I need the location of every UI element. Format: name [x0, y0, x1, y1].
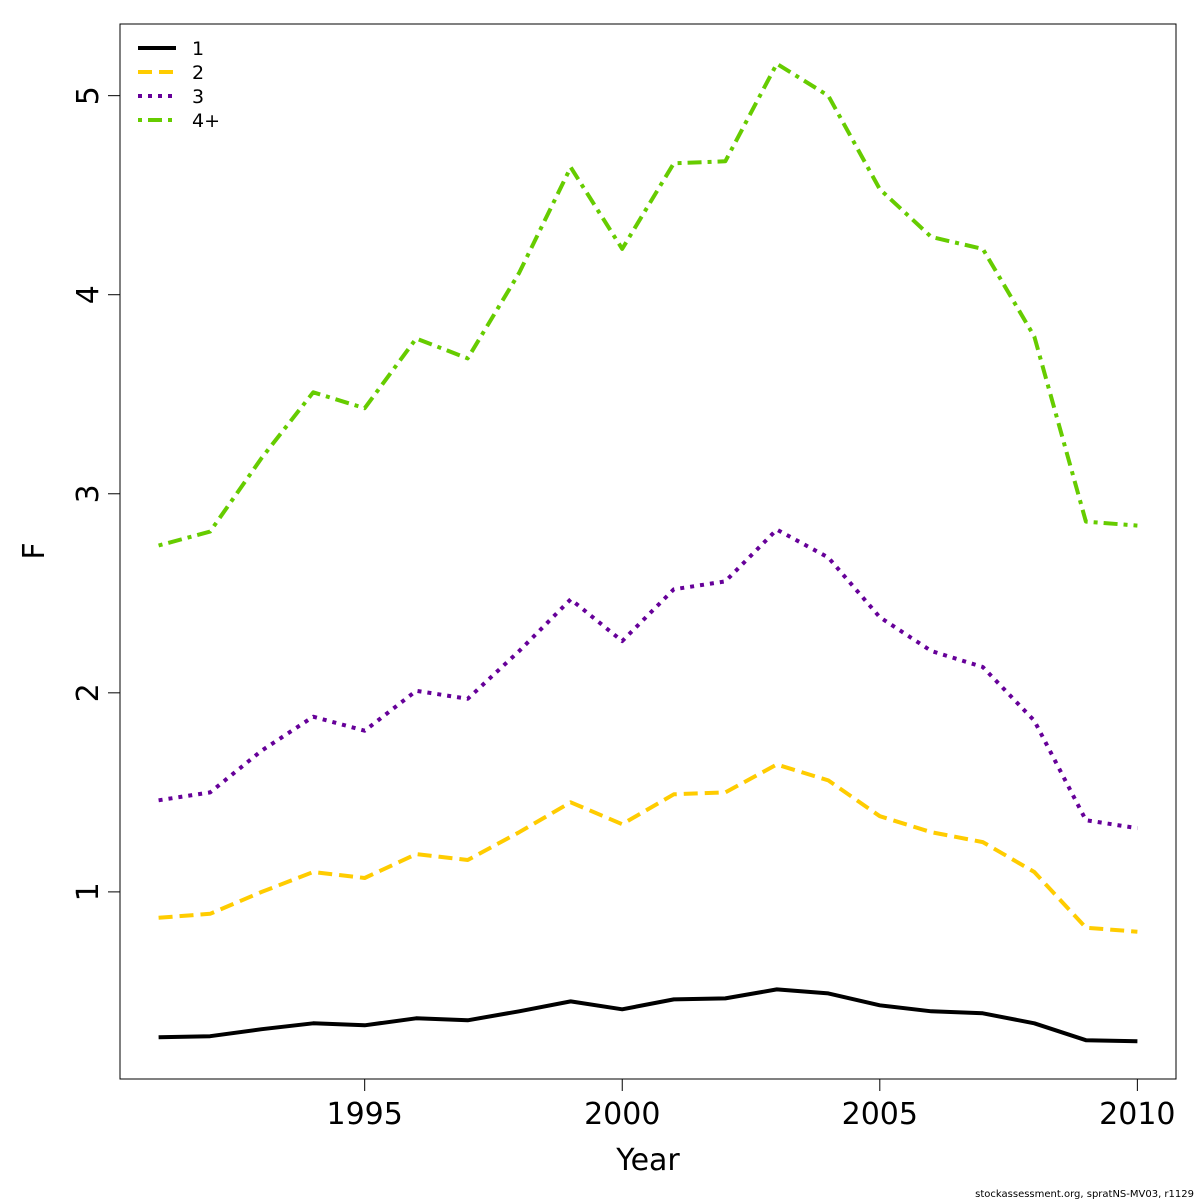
- y-tick-label-3: 3: [71, 484, 106, 503]
- series-line-4: [158, 61, 1138, 548]
- legend-label-4: 4+: [192, 110, 220, 132]
- y-tick-label-4: 4: [71, 285, 106, 304]
- x-tick-label-2010: 2010: [1099, 1097, 1175, 1132]
- legend-label-1: 1: [192, 38, 204, 60]
- footer-credit: stockassessment.org, spratNS-MV03, r1129: [975, 1189, 1194, 1200]
- x-tick-label-1995: 1995: [327, 1097, 403, 1132]
- x-axis: 1995 2000 2005 2010: [327, 1079, 1176, 1132]
- series-line-3: [158, 527, 1138, 831]
- y-tick-label-2: 2: [71, 683, 106, 702]
- x-tick-label-2005: 2005: [842, 1097, 918, 1132]
- series-line-1: [158, 987, 1138, 1044]
- y-tick-label-5: 5: [71, 86, 106, 105]
- x-tick-label-2000: 2000: [584, 1097, 660, 1132]
- x-axis-title: Year: [615, 1143, 680, 1178]
- plot-frame: [119, 23, 1177, 1080]
- y-axis-title: F: [17, 542, 52, 559]
- y-axis: 1 2 3 4 5: [71, 86, 120, 901]
- series-line-2: [158, 762, 1138, 934]
- series-layer: [158, 61, 1138, 1044]
- legend-label-3: 3: [192, 86, 204, 108]
- y-tick-label-1: 1: [71, 882, 106, 901]
- legend-label-2: 2: [192, 62, 204, 84]
